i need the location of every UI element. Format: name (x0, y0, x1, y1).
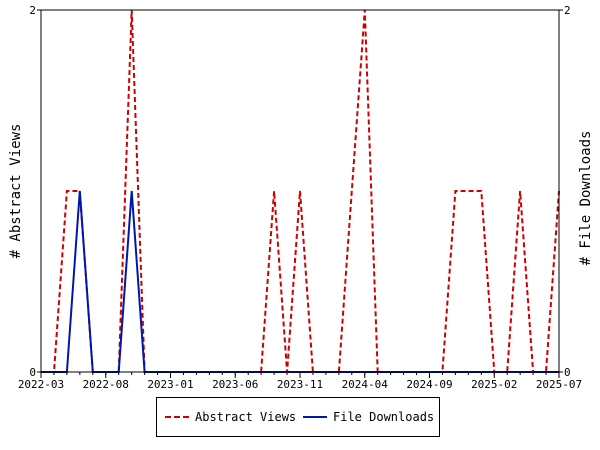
legend-swatch-abstract-views (165, 416, 189, 418)
series-line-abstract-views (41, 9, 560, 373)
x-tick-label: 2022-03 (18, 378, 64, 391)
legend-item-abstract-views: Abstract Views (165, 410, 296, 424)
y-left-tick-label: 0 (29, 366, 36, 379)
x-tick-label: 2025-07 (536, 378, 582, 391)
legend-label-abstract-views: Abstract Views (195, 410, 297, 424)
y-axis-left-title: # Abstract Views (8, 124, 24, 259)
x-tick-label: 2025-02 (471, 378, 517, 391)
y-right-tick-label: 0 (564, 366, 571, 379)
x-tick-label: 2022-08 (83, 378, 129, 391)
y-left-tick-label: 2 (29, 4, 36, 17)
x-tick-label: 2023-11 (277, 378, 323, 391)
legend-item-file-downloads: File Downloads (303, 410, 434, 424)
y-axis-right-title: # File Downloads (578, 131, 594, 266)
y-right-tick-label: 2 (564, 4, 571, 17)
x-tick-label: 2024-04 (342, 378, 389, 391)
x-tick-label: 2023-06 (212, 378, 258, 391)
x-tick-label: 2024-09 (406, 378, 452, 391)
legend-swatch-file-downloads (303, 416, 327, 418)
x-tick-label: 2023-01 (147, 378, 193, 391)
legend-label-file-downloads: File Downloads (333, 410, 435, 424)
legend: Abstract Views File Downloads (156, 397, 440, 437)
